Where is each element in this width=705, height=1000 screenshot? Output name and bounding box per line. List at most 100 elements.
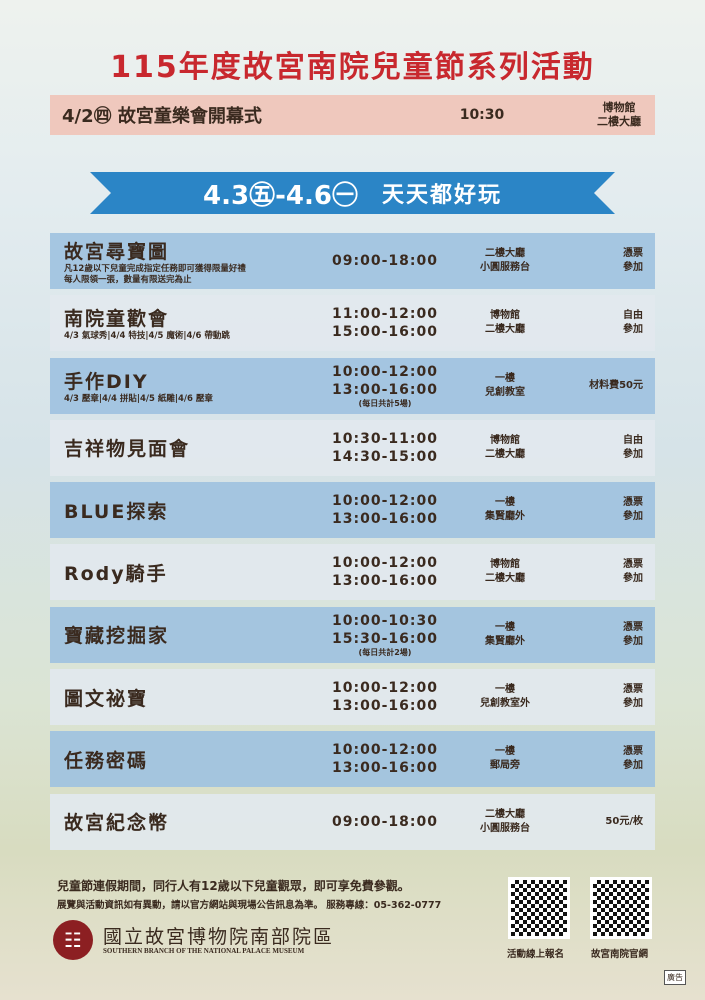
event-place: 博物館 二樓大廳 xyxy=(450,434,560,462)
event-fee: 憑票 參加 xyxy=(560,496,655,524)
fee-line: 參加 xyxy=(623,698,643,710)
fee-line: 憑票 xyxy=(623,684,643,696)
event-row: 南院童歡會 4/3 氣球秀|4/4 特技|4/5 魔術|4/6 帶動跳 11:00-… xyxy=(50,295,655,352)
event-info: 寶藏挖掘家 xyxy=(50,621,320,648)
event-time: 10:00-12:00 xyxy=(332,363,438,380)
event-place: 二樓大廳 小圓服務台 xyxy=(450,247,560,275)
event-time: 10:00-12:00 xyxy=(332,493,438,510)
event-time: 10:00-10:30 xyxy=(332,612,438,629)
event-description: 4/3 氣球秀|4/4 特技|4/5 魔術|4/6 帶動跳 xyxy=(64,331,230,342)
opening-date-name: 4/2㊃ 故宮童樂會開幕式 xyxy=(62,106,262,127)
event-time: 13:00-16:00 xyxy=(332,381,438,398)
org-name: 國立故宮博物院南部院區 xyxy=(103,926,335,948)
event-place: 一樓 兒創教室外 xyxy=(450,683,560,711)
event-place: 博物館 二樓大廳 xyxy=(450,558,560,586)
museum-logo-icon: ☷ xyxy=(53,920,93,960)
place-line: 集賢廳外 xyxy=(485,511,525,523)
event-times: 09:00-18:00 xyxy=(320,813,450,831)
event-name: 圖文祕寶 xyxy=(64,687,149,710)
place-line: 博物館 xyxy=(490,310,520,322)
event-fee: 憑票 參加 xyxy=(560,745,655,773)
place-line: 一樓 xyxy=(495,746,515,758)
event-name: Rody騎手 xyxy=(64,562,168,585)
place-line: 二樓大廳 xyxy=(485,573,525,585)
fee-line: 參加 xyxy=(623,262,643,273)
event-time: 14:30-15:00 xyxy=(332,448,438,465)
free-admission-notice: 兒童節連假期間，同行人有12歲以下兒童觀眾，即可享免費參觀。 xyxy=(57,879,410,893)
place-line: 二樓大廳 xyxy=(485,448,525,460)
event-row: 寶藏挖掘家 10:00-10:30 15:30-16:00 (每日共計2場) 一樓 集賢廳… xyxy=(50,606,655,663)
event-place: 博物館 二樓大廳 xyxy=(450,309,560,337)
event-times: 10:00-12:00 13:00-16:00 (每日共計5場) xyxy=(320,363,450,409)
opening-ceremony-bar: 4/2㊃ 故宮童樂會開幕式 10:30 博物館 二樓大廳 xyxy=(50,95,655,135)
event-row: BLUE探索 10:00-12:00 13:00-16:00 一樓 集賢廳外 憑票 參加 xyxy=(50,482,655,539)
event-time: 10:00-12:00 xyxy=(332,555,438,572)
fee-line: 參加 xyxy=(623,573,643,585)
event-info: 圖文祕寶 xyxy=(50,684,320,711)
fee-line: 參加 xyxy=(623,511,643,523)
event-row: 圖文祕寶 10:00-12:00 13:00-16:00 一樓 兒創教室外 憑票 參加 xyxy=(50,669,655,726)
event-time: 13:00-16:00 xyxy=(332,511,438,528)
qr-code-registration[interactable] xyxy=(508,877,570,939)
date-banner: 4.3㊄-4.6㊀ 天天都好玩 xyxy=(90,172,615,214)
fee-line: 憑票 xyxy=(623,248,643,259)
fee-line: 參加 xyxy=(623,324,643,336)
event-list: 故宮尋寶圖 凡12歲以下兒童完成指定任務即可獲得限量好禮 每人限領一張，數量有限送完… xyxy=(50,233,655,856)
event-info: 故宮尋寶圖 凡12歲以下兒童完成指定任務即可獲得限量好禮 每人限領一張，數量有限送完… xyxy=(50,237,320,286)
qr-label-website: 故宮南院官網 xyxy=(591,949,649,960)
event-place: 一樓 郵局旁 xyxy=(450,745,560,773)
event-times: 09:00-18:00 xyxy=(320,252,450,270)
event-times: 10:00-10:30 15:30-16:00 (每日共計2場) xyxy=(320,612,450,658)
place-line: 二樓大廳 xyxy=(485,808,525,820)
fee-line: 憑票 xyxy=(623,746,643,758)
place-line: 兒創教室外 xyxy=(480,698,530,710)
event-fee: 憑票 參加 xyxy=(560,558,655,586)
event-note: (每日共計2場) xyxy=(358,647,412,657)
event-row: Rody騎手 10:00-12:00 13:00-16:00 博物館 二樓大廳 憑票 參加 xyxy=(50,544,655,601)
info-notice: 展覽與活動資訊如有異動，請以官方網站與現場公告訊息為準。 服務專線：05-362… xyxy=(57,900,442,911)
place-line: 集賢廳外 xyxy=(485,635,525,647)
event-fee: 憑票 參加 xyxy=(560,683,655,711)
event-row: 手作DIY 4/3 壓章|4/4 拼貼|4/5 紙雕|4/6 壓章 10:00-12… xyxy=(50,357,655,414)
place-line: 博物館 xyxy=(490,559,520,571)
place-line: 小圓服務台 xyxy=(480,262,530,273)
event-fee: 自由 參加 xyxy=(560,309,655,337)
place-line: 郵局旁 xyxy=(490,760,520,772)
event-place: 一樓 兒創教室 xyxy=(450,372,560,400)
event-time: 15:30-16:00 xyxy=(332,630,438,647)
event-time: 09:00-18:00 xyxy=(332,813,438,830)
event-time: 13:00-16:00 xyxy=(332,573,438,590)
event-row: 任務密碼 10:00-12:00 13:00-16:00 一樓 郵局旁 憑票 參加 xyxy=(50,731,655,788)
org-name-en: SOUTHERN BRANCH OF THE NATIONAL PALACE M… xyxy=(103,947,305,955)
event-name: 故宮尋寶圖 xyxy=(64,240,170,263)
event-description: 每人限領一張，數量有限送完為止 xyxy=(64,274,192,285)
event-info: BLUE探索 xyxy=(50,497,320,524)
place-line: 一樓 xyxy=(495,497,515,509)
fee-line: 憑票 xyxy=(623,497,643,509)
event-name: 任務密碼 xyxy=(64,749,149,772)
event-info: 任務密碼 xyxy=(50,746,320,773)
event-description: 凡12歲以下兒童完成指定任務即可獲得限量好禮 xyxy=(64,263,246,274)
event-place: 二樓大廳 小圓服務台 xyxy=(450,808,560,836)
place-line: 二樓大廳 xyxy=(485,324,525,336)
opening-time: 10:30 xyxy=(459,107,505,123)
event-info: 南院童歡會 4/3 氣球秀|4/4 特技|4/5 魔術|4/6 帶動跳 xyxy=(50,304,320,342)
event-place: 一樓 集賢廳外 xyxy=(450,621,560,649)
event-times: 11:00-12:00 15:00-16:00 xyxy=(320,305,450,341)
fee-line: 材料費50元 xyxy=(589,379,643,391)
event-times: 10:00-12:00 13:00-16:00 xyxy=(320,492,450,528)
event-time: 15:00-16:00 xyxy=(332,324,438,341)
event-note: (每日共計5場) xyxy=(358,398,412,408)
event-info: 吉祥物見面會 xyxy=(50,434,320,461)
event-times: 10:00-12:00 13:00-16:00 xyxy=(320,741,450,777)
event-time: 11:00-12:00 xyxy=(332,306,438,323)
event-fee: 50元/枚 xyxy=(560,815,655,829)
event-fee: 自由 參加 xyxy=(560,434,655,462)
event-name: 南院童歡會 xyxy=(64,308,170,331)
place-line: 兒創教室 xyxy=(485,386,525,398)
event-row: 故宮尋寶圖 凡12歲以下兒童完成指定任務即可獲得限量好禮 每人限領一張，數量有限送完… xyxy=(50,233,655,289)
poster-title: 115年度故宮南院兒童節系列活動 xyxy=(110,50,595,85)
event-times: 10:00-12:00 13:00-16:00 xyxy=(320,554,450,590)
qr-code-website[interactable] xyxy=(590,877,652,939)
event-row: 吉祥物見面會 10:30-11:00 14:30-15:00 博物館 二樓大廳 自由 參加 xyxy=(50,419,655,476)
